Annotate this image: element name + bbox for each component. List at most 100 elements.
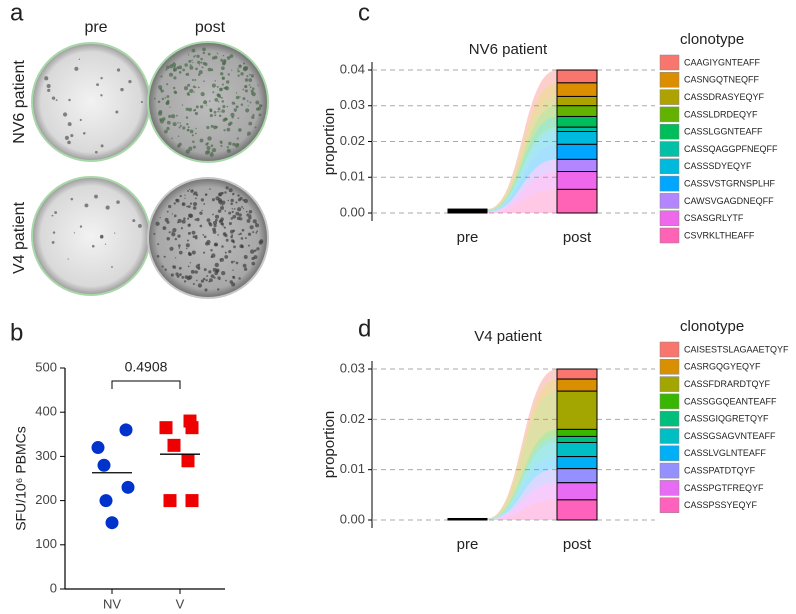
spot [197,73,201,76]
spot [211,253,216,258]
spot [157,111,163,116]
spot [215,196,220,201]
spot [111,266,113,268]
spot [78,58,81,60]
spot [237,117,240,120]
legend-label: CAWSVGAGDNEQFF [684,196,774,206]
spot [251,92,256,97]
spot [94,150,98,154]
spot [178,71,182,74]
legend-label: CAISESTSLAGAAETQYF [684,344,789,354]
spot [174,257,177,259]
spot [224,86,228,90]
spot [187,217,190,220]
point [167,438,181,452]
spot [220,144,223,147]
spot [166,95,170,98]
spot [226,127,231,132]
y-tick-label: 0.02 [340,411,365,426]
bar-segment [556,82,598,97]
spot [258,104,263,108]
spot [192,282,195,286]
spot [198,64,201,66]
spot [208,100,211,102]
spot [200,57,203,61]
spot [175,272,179,276]
point [97,458,111,472]
spot [186,205,189,208]
flow [487,116,557,211]
spot [239,217,243,221]
spot [209,188,211,190]
row-label: V4 patient [11,201,28,274]
spot [188,223,191,226]
spot [193,55,196,58]
spot [225,186,229,190]
spot [193,194,195,196]
spot [252,113,255,117]
flow [487,442,557,520]
spot [247,131,251,136]
y-tick-label: 0.02 [340,133,365,148]
spot [248,73,251,76]
spot [251,256,255,261]
spot [187,265,190,268]
spot [168,72,174,77]
spot [238,213,242,217]
spot [214,214,220,219]
spot [229,280,233,284]
bar-segment [556,126,598,132]
spot [172,228,177,233]
spot [115,110,119,114]
spot [99,235,104,239]
spot [217,107,221,111]
spot [199,224,203,228]
spot [183,86,189,91]
spot [203,100,208,105]
spot [157,100,161,104]
spot [104,243,107,245]
spot [73,232,76,234]
spot [191,78,194,81]
legend-swatch [659,175,680,192]
spot [120,87,124,92]
spot [239,64,242,67]
spot [231,101,235,105]
spot [94,194,98,199]
spot [249,225,254,230]
spot [199,211,203,215]
spot [172,86,176,90]
spot [202,234,205,236]
flow [487,189,557,213]
spot [169,106,171,108]
legend-swatch [659,89,680,105]
spot [209,152,214,157]
spot [232,241,235,244]
y-tick-label: 0.03 [340,360,365,375]
spot [177,144,181,148]
spot [203,268,207,272]
spot [165,101,170,106]
spot [217,110,219,113]
spot [252,87,255,90]
spot [164,268,167,271]
legend-label: CASSGSAGVNTEAFF [684,431,776,441]
spot [140,100,143,104]
bar-segment [556,143,598,160]
spot [246,100,249,102]
spot [166,99,170,103]
spot [228,211,232,215]
spot [224,191,227,194]
spot [191,59,193,62]
legend-swatch [659,393,680,410]
spot [179,273,182,276]
spot [213,276,216,279]
spot [221,76,226,80]
bar-segment [556,95,598,107]
y-tick-label: 0.01 [340,169,365,184]
spot [173,202,176,205]
spot [215,125,218,129]
spot [137,224,142,228]
y-tick-label: 0.03 [340,97,365,112]
spot [216,52,219,55]
